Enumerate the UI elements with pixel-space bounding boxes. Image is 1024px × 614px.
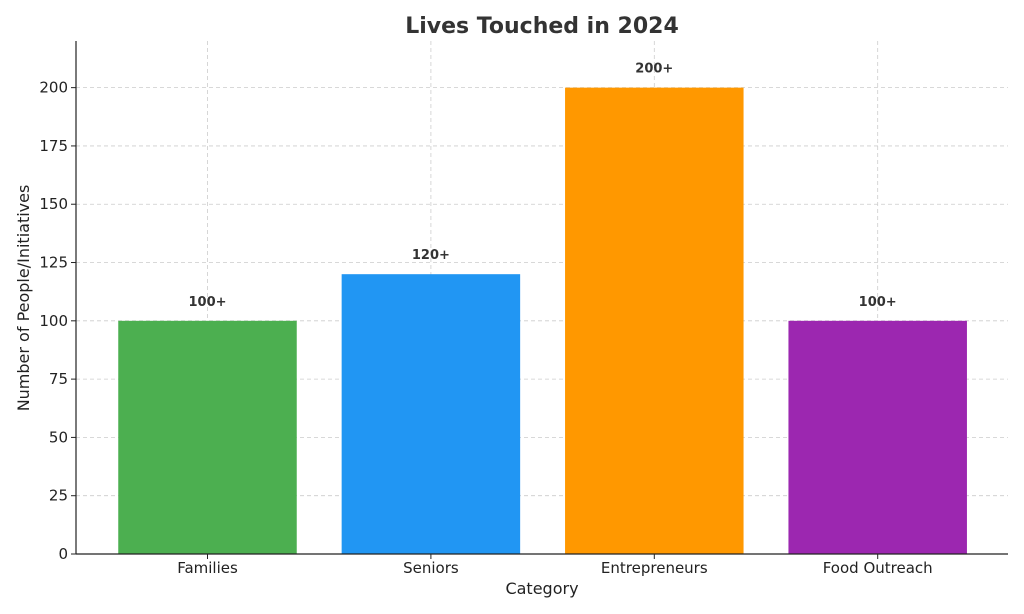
- y-tick-label: 0: [58, 545, 68, 563]
- y-tick-label: 175: [39, 137, 68, 155]
- y-tick-label: 25: [49, 487, 68, 505]
- y-tick-label: 50: [49, 428, 68, 446]
- x-axis-title: Category: [505, 579, 578, 598]
- y-tick-label: 75: [49, 370, 68, 388]
- bar: [341, 274, 521, 554]
- bars: [118, 87, 967, 555]
- bar-data-label: 120+: [412, 248, 450, 263]
- y-axis-title: Number of People/Initiatives: [14, 185, 33, 412]
- y-tick-label: 150: [39, 195, 68, 213]
- x-tick-label: Entrepreneurs: [601, 559, 708, 577]
- x-tick-label: Seniors: [403, 559, 459, 577]
- x-tick-label: Families: [177, 559, 238, 577]
- bar: [565, 87, 744, 555]
- y-tick-label: 125: [39, 254, 68, 272]
- data-labels: 100+ 120+ 200+ 100+: [188, 62, 896, 310]
- y-tick-label: 100: [39, 312, 68, 330]
- bar-data-label: 200+: [635, 62, 673, 77]
- y-tick-label: 200: [39, 79, 68, 97]
- bar-data-label: 100+: [188, 295, 226, 310]
- bar-data-label: 100+: [859, 295, 897, 310]
- bar: [118, 320, 297, 554]
- bar: [788, 320, 967, 554]
- x-tick-label: Food Outreach: [823, 559, 933, 577]
- ticks: 0 25 50 75 100 125 150 175 200 Families Seniors Ent…: [39, 79, 932, 577]
- chart-title: Lives Touched in 2024: [405, 14, 679, 39]
- axes: [75, 41, 1008, 555]
